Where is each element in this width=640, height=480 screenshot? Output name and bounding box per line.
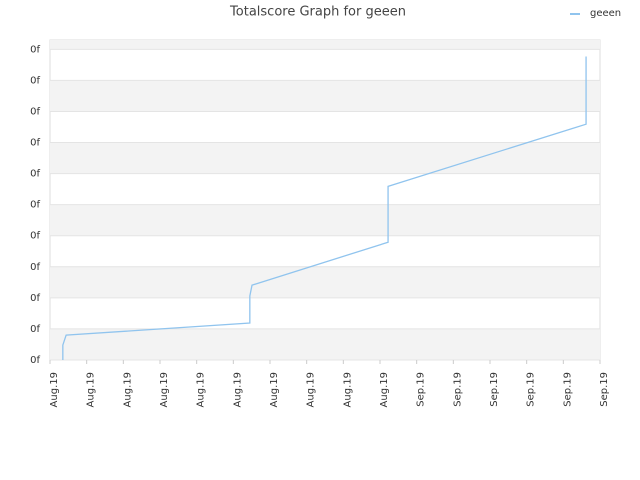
grid-band — [50, 204, 600, 236]
grid-band — [50, 328, 600, 360]
series-line — [62, 56, 587, 360]
x-tick-label: Aug.19 — [306, 372, 317, 407]
x-tick-label: Aug.19 — [379, 372, 390, 407]
y-tick-label: 0f — [30, 262, 40, 273]
grid-band — [50, 142, 600, 174]
grid-band — [50, 40, 600, 50]
y-tick-label: 0f — [30, 355, 40, 366]
y-tick-label: 0f — [30, 106, 40, 117]
y-tick-label: 0f — [30, 231, 40, 242]
y-tick-label: 0f — [30, 200, 40, 211]
y-tick-label: 0f — [30, 324, 40, 335]
x-tick-label: Aug.19 — [122, 372, 133, 407]
chart-title: Totalscore Graph for geeen — [229, 5, 406, 20]
x-tick-label: Aug.19 — [86, 372, 97, 407]
x-tick-label: Aug.19 — [232, 372, 243, 407]
x-tick-label: Sep.19 — [452, 372, 463, 407]
y-tick-label: 0f — [30, 293, 40, 304]
x-tick-label: Sep.19 — [599, 372, 610, 407]
legend-label: geeen — [590, 8, 621, 19]
x-tick-label: Sep.19 — [489, 372, 500, 407]
x-tick-label: Aug.19 — [49, 372, 60, 407]
x-tick-label: Sep.19 — [416, 372, 427, 407]
grid-band — [50, 266, 600, 298]
x-tick-label: Aug.19 — [159, 372, 170, 407]
x-tick-label: Aug.19 — [342, 372, 353, 407]
y-tick-label: 0f — [30, 75, 40, 86]
grid-band — [50, 80, 600, 112]
x-tick-label: Sep.19 — [562, 372, 573, 407]
x-tick-label: Sep.19 — [526, 372, 537, 407]
y-tick-label: 0f — [30, 138, 40, 149]
x-tick-label: Aug.19 — [196, 372, 207, 407]
x-tick-label: Aug.19 — [269, 372, 280, 407]
y-tick-label: 0f — [30, 44, 40, 55]
y-tick-label: 0f — [30, 169, 40, 180]
